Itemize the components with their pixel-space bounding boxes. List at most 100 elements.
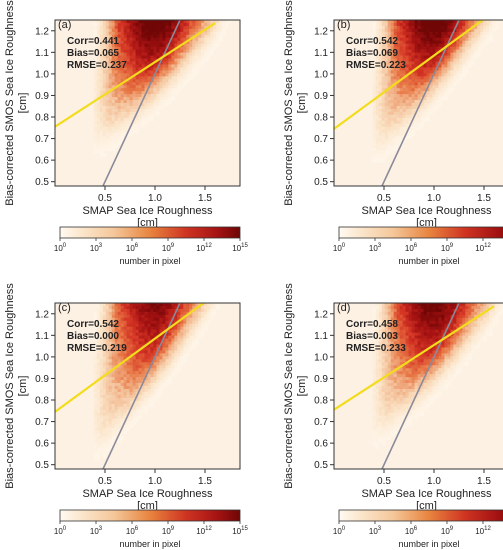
density-cell bbox=[123, 34, 128, 39]
density-cell bbox=[372, 135, 377, 139]
density-cell bbox=[381, 129, 386, 134]
density-cell bbox=[411, 320, 415, 325]
density-cell bbox=[426, 31, 430, 36]
density-cell bbox=[93, 108, 98, 113]
density-cell bbox=[168, 344, 172, 348]
density-cell bbox=[165, 317, 169, 322]
density-cell bbox=[429, 73, 433, 77]
density-cell bbox=[174, 317, 178, 322]
density-cell bbox=[414, 338, 418, 342]
density-cell bbox=[453, 28, 457, 33]
density-cell bbox=[132, 320, 136, 325]
density-cell bbox=[378, 49, 383, 53]
density-cell bbox=[129, 409, 133, 414]
density-cell bbox=[402, 314, 407, 319]
density-cell bbox=[150, 303, 154, 307]
density-cell bbox=[453, 52, 457, 56]
density-cell bbox=[399, 52, 404, 56]
density-cell bbox=[387, 317, 392, 322]
density-cell bbox=[483, 25, 487, 30]
density-cell bbox=[417, 126, 421, 131]
density-cell bbox=[375, 323, 380, 328]
density-cell bbox=[99, 344, 104, 348]
density-cell bbox=[102, 314, 107, 319]
density-cell bbox=[411, 34, 415, 39]
density-cell bbox=[450, 362, 454, 366]
density-cell bbox=[195, 31, 199, 36]
density-cell bbox=[423, 356, 427, 360]
density-cell bbox=[129, 97, 133, 101]
density-cell bbox=[141, 353, 145, 357]
density-cell bbox=[120, 323, 125, 328]
density-cell bbox=[123, 43, 128, 48]
density-cell bbox=[96, 138, 101, 142]
density-cell bbox=[420, 362, 424, 366]
density-cell bbox=[93, 141, 98, 145]
density-cell bbox=[435, 305, 439, 310]
density-cell bbox=[195, 49, 199, 53]
density-cell bbox=[141, 61, 145, 65]
y-tick-label: 0.7 bbox=[35, 134, 49, 145]
y-tick-label: 0.6 bbox=[314, 156, 328, 167]
density-cell bbox=[105, 123, 110, 128]
density-cell bbox=[396, 356, 401, 360]
density-cell bbox=[144, 314, 148, 319]
density-cell bbox=[99, 37, 104, 42]
density-cell bbox=[135, 73, 139, 77]
density-cell bbox=[189, 335, 193, 339]
density-cell bbox=[192, 314, 196, 319]
density-cell bbox=[486, 323, 490, 328]
density-cell bbox=[456, 368, 460, 372]
density-cell bbox=[390, 61, 395, 65]
density-cell bbox=[390, 105, 395, 110]
density-cell bbox=[474, 314, 478, 319]
density-cell bbox=[378, 100, 383, 104]
density-cell bbox=[123, 40, 128, 45]
density-cell bbox=[111, 380, 116, 384]
density-cell bbox=[111, 141, 116, 145]
density-cell bbox=[120, 386, 125, 390]
density-cell bbox=[378, 368, 383, 372]
density-cell bbox=[162, 79, 166, 83]
density-cell bbox=[375, 61, 380, 65]
density-cell bbox=[150, 46, 154, 51]
density-cell bbox=[147, 46, 151, 51]
density-cell bbox=[189, 329, 193, 334]
density-cell bbox=[456, 323, 460, 328]
density-cell bbox=[399, 311, 404, 316]
density-cell bbox=[393, 347, 398, 351]
density-cell bbox=[138, 394, 142, 399]
density-cell bbox=[177, 308, 181, 313]
density-cell bbox=[108, 25, 113, 30]
density-cell bbox=[99, 103, 104, 107]
density-cell bbox=[411, 120, 415, 125]
density-cell bbox=[447, 344, 451, 348]
density-cell bbox=[372, 308, 377, 313]
density-cell bbox=[132, 391, 136, 396]
density-cell bbox=[390, 341, 395, 345]
density-cell bbox=[159, 374, 163, 378]
density-cell bbox=[108, 305, 113, 310]
density-cell bbox=[372, 73, 377, 77]
density-cell bbox=[390, 117, 395, 122]
colorbar-tick-exponent: 0 bbox=[342, 243, 346, 249]
density-cell bbox=[123, 362, 128, 366]
density-cell bbox=[132, 421, 136, 425]
density-cell bbox=[435, 88, 439, 92]
density-cell bbox=[420, 303, 424, 307]
density-cell bbox=[117, 40, 122, 45]
density-cell bbox=[105, 439, 110, 443]
density-cell bbox=[159, 344, 163, 348]
density-cell bbox=[147, 403, 151, 408]
density-cell bbox=[411, 40, 415, 45]
density-cell bbox=[150, 329, 154, 334]
density-cell bbox=[144, 55, 148, 59]
density-cell bbox=[390, 332, 395, 336]
density-cell bbox=[117, 439, 122, 443]
density-cell bbox=[420, 91, 424, 95]
density-cell bbox=[159, 329, 163, 334]
density-cell bbox=[417, 97, 421, 101]
density-cell bbox=[390, 114, 395, 119]
density-cell bbox=[468, 40, 472, 45]
density-cell bbox=[399, 344, 404, 348]
